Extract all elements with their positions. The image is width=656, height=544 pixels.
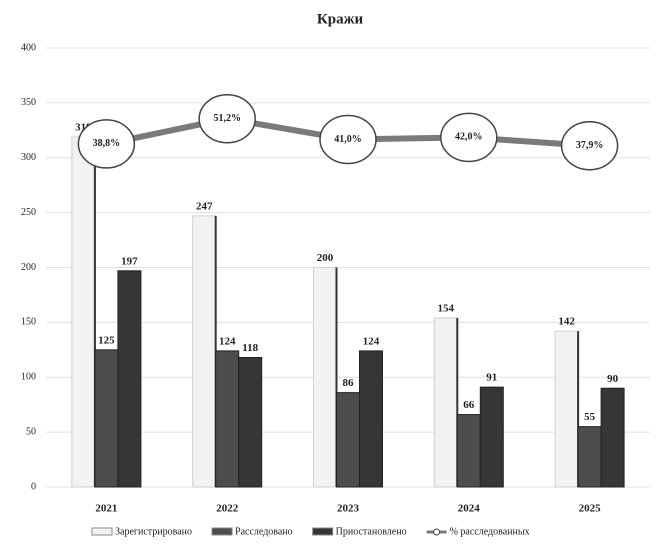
y-tick-label: 250 — [21, 207, 36, 218]
y-tick-label: 150 — [21, 317, 36, 328]
data-label: 118 — [242, 342, 258, 354]
bar — [71, 136, 96, 488]
bar — [577, 426, 602, 488]
y-tick-label: 400 — [21, 42, 36, 53]
data-label: 124 — [219, 335, 236, 347]
y-tick-label: 300 — [21, 152, 36, 163]
legend-label: % расследованных — [450, 526, 530, 537]
x-tick-label: 2025 — [579, 503, 602, 515]
legend-label: Приостановлено — [336, 526, 407, 537]
data-label: 91 — [486, 372, 497, 384]
data-label: 41,0% — [334, 134, 362, 145]
bar — [359, 350, 383, 488]
x-tick-label: 2021 — [95, 503, 117, 515]
data-label: 90 — [607, 373, 619, 385]
y-tick-label: 100 — [21, 372, 36, 383]
y-tick-label: 200 — [21, 262, 36, 273]
bar — [313, 267, 337, 488]
bar — [554, 330, 579, 488]
data-label: 247 — [196, 200, 213, 212]
bar — [192, 215, 217, 488]
bar — [433, 317, 458, 488]
line-marker — [77, 119, 136, 169]
data-label: 200 — [317, 252, 334, 264]
data-label: 124 — [363, 335, 380, 347]
bar — [238, 356, 263, 488]
data-label: 125 — [98, 334, 115, 346]
data-label: 37,9% — [576, 140, 604, 151]
legend-swatch — [91, 527, 113, 536]
bar — [456, 414, 481, 488]
data-label: 55 — [584, 411, 596, 423]
line-marker — [440, 112, 498, 163]
chart-title: Кражи — [317, 11, 364, 27]
data-label: 154 — [438, 303, 455, 315]
line-marker — [198, 93, 256, 144]
data-label: 51,2% — [213, 113, 241, 124]
legend-label: Зарегистрировано — [115, 526, 192, 537]
data-label: 197 — [121, 255, 138, 267]
y-tick-label: 50 — [26, 426, 36, 437]
data-label: 142 — [558, 316, 575, 328]
x-tick-label: 2023 — [337, 503, 360, 515]
y-tick-label: 0 — [31, 481, 36, 492]
x-tick-label: 2024 — [458, 503, 481, 515]
data-label: 42,0% — [455, 132, 483, 143]
legend-swatch — [211, 527, 233, 536]
bar — [94, 349, 119, 488]
data-label: 319 — [75, 121, 92, 133]
legend-swatch — [312, 527, 334, 536]
bar — [336, 392, 360, 488]
legend-label: Расследовано — [235, 526, 293, 537]
line-marker — [319, 114, 377, 165]
bar — [479, 386, 504, 488]
line-marker — [560, 121, 619, 171]
legend-swatch — [433, 528, 441, 536]
bar — [215, 350, 240, 488]
y-tick-label: 350 — [21, 97, 36, 108]
bar — [117, 270, 142, 488]
bar — [600, 387, 625, 488]
data-label: 66 — [463, 399, 475, 411]
x-tick-label: 2022 — [216, 503, 239, 515]
data-label: 38,8% — [93, 138, 121, 149]
data-label: 86 — [343, 377, 355, 389]
